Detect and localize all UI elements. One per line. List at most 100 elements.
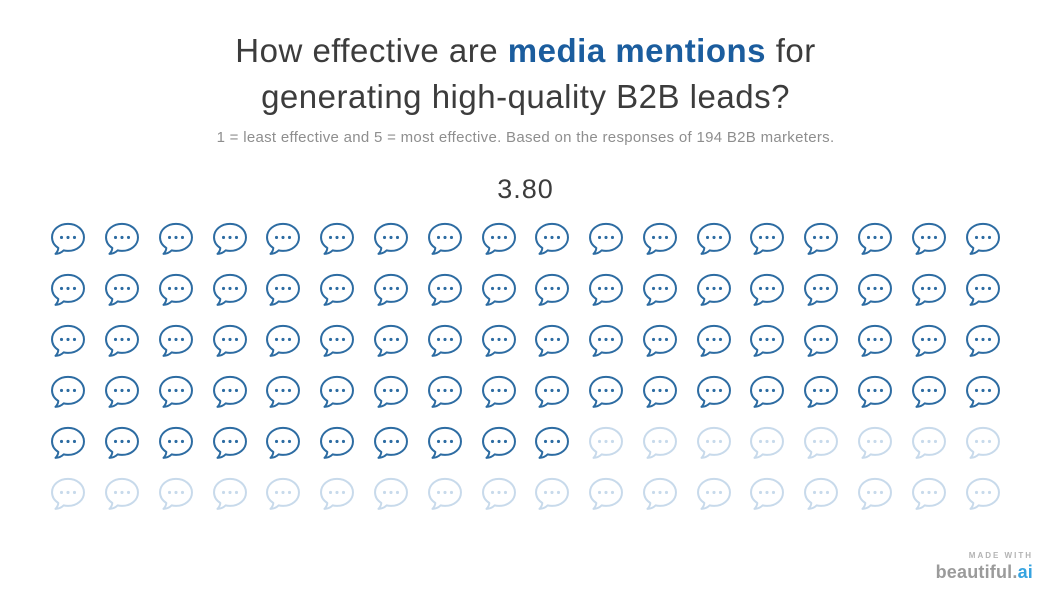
speech-bubble-icon — [264, 476, 302, 512]
title-text-post: for — [766, 32, 816, 69]
speech-bubble-icon — [802, 221, 840, 257]
speech-bubble-icon — [856, 272, 894, 308]
speech-bubble-icon — [587, 374, 625, 410]
speech-bubble-icon — [426, 425, 464, 461]
speech-bubble-icon — [157, 374, 195, 410]
speech-bubble-icon — [748, 323, 786, 359]
speech-bubble-icon — [587, 221, 625, 257]
speech-bubble-icon — [211, 272, 249, 308]
speech-bubble-icon — [49, 425, 87, 461]
speech-bubble-icon — [748, 374, 786, 410]
speech-bubble-icon — [211, 221, 249, 257]
speech-bubble-icon — [318, 272, 356, 308]
speech-bubble-icon — [372, 323, 410, 359]
speech-bubble-icon — [910, 476, 948, 512]
speech-bubble-icon — [211, 425, 249, 461]
speech-bubble-icon — [480, 374, 518, 410]
speech-bubble-icon — [856, 374, 894, 410]
speech-bubble-icon — [211, 374, 249, 410]
speech-bubble-icon — [587, 272, 625, 308]
speech-bubble-icon — [748, 272, 786, 308]
made-with-label: MADE WITH — [968, 551, 1033, 560]
speech-bubble-icon — [426, 374, 464, 410]
speech-bubble-icon — [641, 272, 679, 308]
speech-bubble-icon — [372, 221, 410, 257]
speech-bubble-icon — [964, 221, 1002, 257]
pictograph-grid — [42, 221, 1010, 512]
value-label: 3.80 — [497, 174, 554, 205]
speech-bubble-icon — [802, 476, 840, 512]
speech-bubble-icon — [910, 272, 948, 308]
branding: MADE WITH beautiful.ai — [936, 551, 1033, 584]
speech-bubble-icon — [49, 323, 87, 359]
speech-bubble-icon — [748, 476, 786, 512]
speech-bubble-icon — [802, 425, 840, 461]
speech-bubble-icon — [157, 272, 195, 308]
speech-bubble-icon — [49, 476, 87, 512]
speech-bubble-icon — [802, 272, 840, 308]
speech-bubble-icon — [964, 476, 1002, 512]
speech-bubble-icon — [103, 272, 141, 308]
speech-bubble-icon — [480, 425, 518, 461]
speech-bubble-icon — [641, 374, 679, 410]
speech-bubble-icon — [856, 476, 894, 512]
speech-bubble-icon — [211, 476, 249, 512]
speech-bubble-icon — [480, 221, 518, 257]
speech-bubble-icon — [426, 323, 464, 359]
speech-bubble-icon — [695, 221, 733, 257]
speech-bubble-icon — [533, 425, 571, 461]
speech-bubble-icon — [318, 221, 356, 257]
speech-bubble-icon — [856, 323, 894, 359]
title-text-pre: How effective are — [235, 32, 508, 69]
speech-bubble-icon — [49, 374, 87, 410]
speech-bubble-icon — [587, 323, 625, 359]
speech-bubble-icon — [587, 476, 625, 512]
speech-bubble-icon — [318, 425, 356, 461]
speech-bubble-icon — [533, 476, 571, 512]
page-title: How effective are media mentions for gen… — [0, 0, 1051, 119]
speech-bubble-icon — [533, 374, 571, 410]
speech-bubble-icon — [748, 425, 786, 461]
speech-bubble-icon — [641, 323, 679, 359]
speech-bubble-icon — [748, 221, 786, 257]
beautiful-ai-logo[interactable]: beautiful.ai — [936, 562, 1033, 582]
brand-main-text: beautiful. — [935, 562, 1018, 582]
speech-bubble-icon — [372, 374, 410, 410]
speech-bubble-icon — [103, 221, 141, 257]
speech-bubble-icon — [695, 476, 733, 512]
speech-bubble-icon — [49, 221, 87, 257]
speech-bubble-icon — [318, 374, 356, 410]
speech-bubble-icon — [964, 425, 1002, 461]
title-line2: generating high-quality B2B leads? — [261, 77, 790, 115]
speech-bubble-icon — [641, 476, 679, 512]
speech-bubble-icon — [480, 323, 518, 359]
speech-bubble-icon — [264, 272, 302, 308]
speech-bubble-icon — [157, 425, 195, 461]
speech-bubble-icon — [372, 272, 410, 308]
speech-bubble-icon — [264, 323, 302, 359]
speech-bubble-icon — [103, 425, 141, 461]
speech-bubble-icon — [964, 374, 1002, 410]
speech-bubble-icon — [802, 323, 840, 359]
speech-bubble-icon — [695, 374, 733, 410]
speech-bubble-icon — [426, 272, 464, 308]
speech-bubble-icon — [641, 425, 679, 461]
speech-bubble-icon — [587, 425, 625, 461]
speech-bubble-icon — [964, 272, 1002, 308]
speech-bubble-icon — [910, 425, 948, 461]
speech-bubble-icon — [318, 476, 356, 512]
subtitle: 1 = least effective and 5 = most effecti… — [216, 129, 835, 147]
speech-bubble-icon — [533, 272, 571, 308]
speech-bubble-icon — [856, 425, 894, 461]
speech-bubble-icon — [910, 323, 948, 359]
speech-bubble-icon — [157, 476, 195, 512]
speech-bubble-icon — [264, 374, 302, 410]
speech-bubble-icon — [103, 374, 141, 410]
speech-bubble-icon — [695, 323, 733, 359]
speech-bubble-icon — [157, 323, 195, 359]
speech-bubble-icon — [802, 374, 840, 410]
speech-bubble-icon — [103, 323, 141, 359]
speech-bubble-icon — [49, 272, 87, 308]
title-highlight: media mentions — [507, 32, 767, 69]
